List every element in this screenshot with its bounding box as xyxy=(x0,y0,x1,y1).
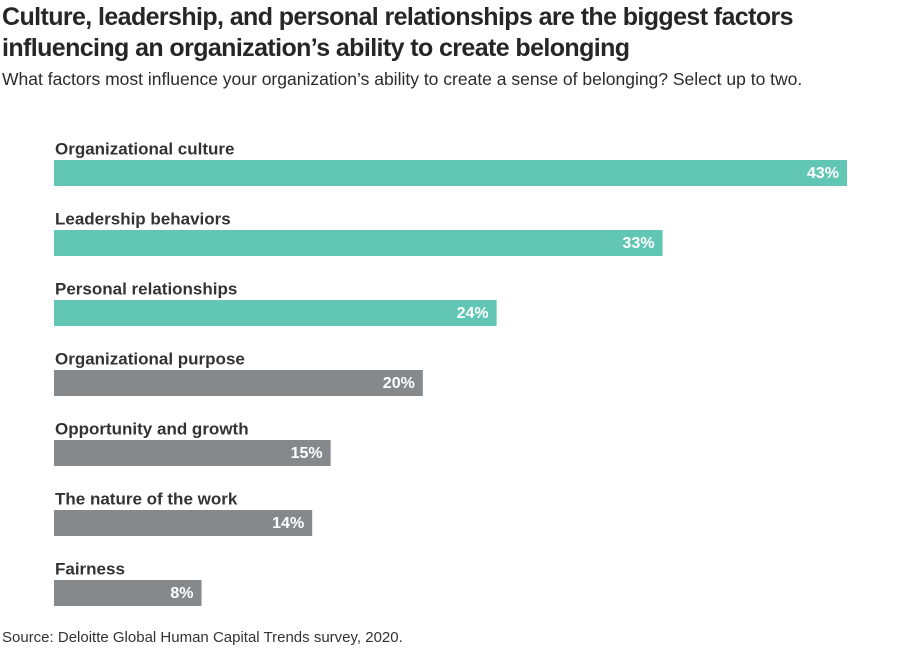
value-label: 24% xyxy=(457,305,489,322)
value-label: 8% xyxy=(170,585,193,602)
category-label: Organizational purpose xyxy=(55,349,245,368)
bar xyxy=(54,160,847,186)
bar xyxy=(54,370,423,396)
category-label: Leadership behaviors xyxy=(55,209,231,228)
category-label: The nature of the work xyxy=(55,489,238,508)
bar xyxy=(54,300,497,326)
bar xyxy=(54,230,663,256)
source-note: Source: Deloitte Global Human Capital Tr… xyxy=(2,629,403,646)
value-label: 14% xyxy=(272,515,304,532)
bar xyxy=(54,510,313,536)
category-label: Organizational culture xyxy=(55,139,234,158)
chart-title: Culture, leadership, and personal relati… xyxy=(2,3,794,62)
value-label: 33% xyxy=(623,235,655,252)
value-label: 43% xyxy=(807,165,839,182)
bar xyxy=(54,580,202,606)
category-label: Opportunity and growth xyxy=(55,419,249,438)
category-label: Fairness xyxy=(55,559,125,578)
value-label: 20% xyxy=(383,375,415,392)
chart-subtitle: What factors most influence your organiz… xyxy=(2,69,803,89)
value-label: 15% xyxy=(291,445,323,462)
bar xyxy=(54,440,331,466)
category-label: Personal relationships xyxy=(55,279,237,298)
